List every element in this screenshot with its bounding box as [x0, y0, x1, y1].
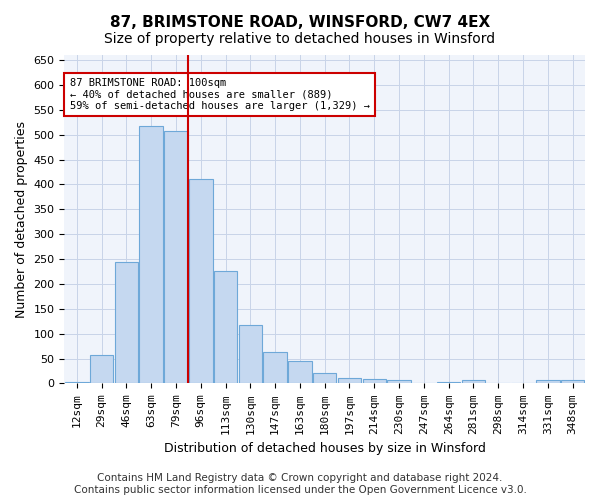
Y-axis label: Number of detached properties: Number of detached properties: [15, 120, 28, 318]
Bar: [387, 380, 411, 384]
X-axis label: Distribution of detached houses by size in Winsford: Distribution of detached houses by size …: [164, 442, 485, 455]
Text: Size of property relative to detached houses in Winsford: Size of property relative to detached ho…: [104, 32, 496, 46]
Bar: [313, 374, 337, 384]
Text: Contains HM Land Registry data © Crown copyright and database right 2024.
Contai: Contains HM Land Registry data © Crown c…: [74, 474, 526, 495]
Bar: [536, 380, 560, 384]
Text: 87 BRIMSTONE ROAD: 100sqm
← 40% of detached houses are smaller (889)
59% of semi: 87 BRIMSTONE ROAD: 100sqm ← 40% of detac…: [70, 78, 370, 111]
Bar: [189, 180, 212, 384]
Bar: [338, 378, 361, 384]
Bar: [239, 324, 262, 384]
Bar: [214, 271, 238, 384]
Bar: [115, 262, 138, 384]
Bar: [362, 380, 386, 384]
Text: 87, BRIMSTONE ROAD, WINSFORD, CW7 4EX: 87, BRIMSTONE ROAD, WINSFORD, CW7 4EX: [110, 15, 490, 30]
Bar: [461, 380, 485, 384]
Bar: [65, 382, 89, 384]
Bar: [561, 380, 584, 384]
Bar: [263, 352, 287, 384]
Bar: [437, 382, 460, 384]
Bar: [164, 131, 188, 384]
Bar: [90, 354, 113, 384]
Bar: [139, 126, 163, 384]
Bar: [288, 361, 311, 384]
